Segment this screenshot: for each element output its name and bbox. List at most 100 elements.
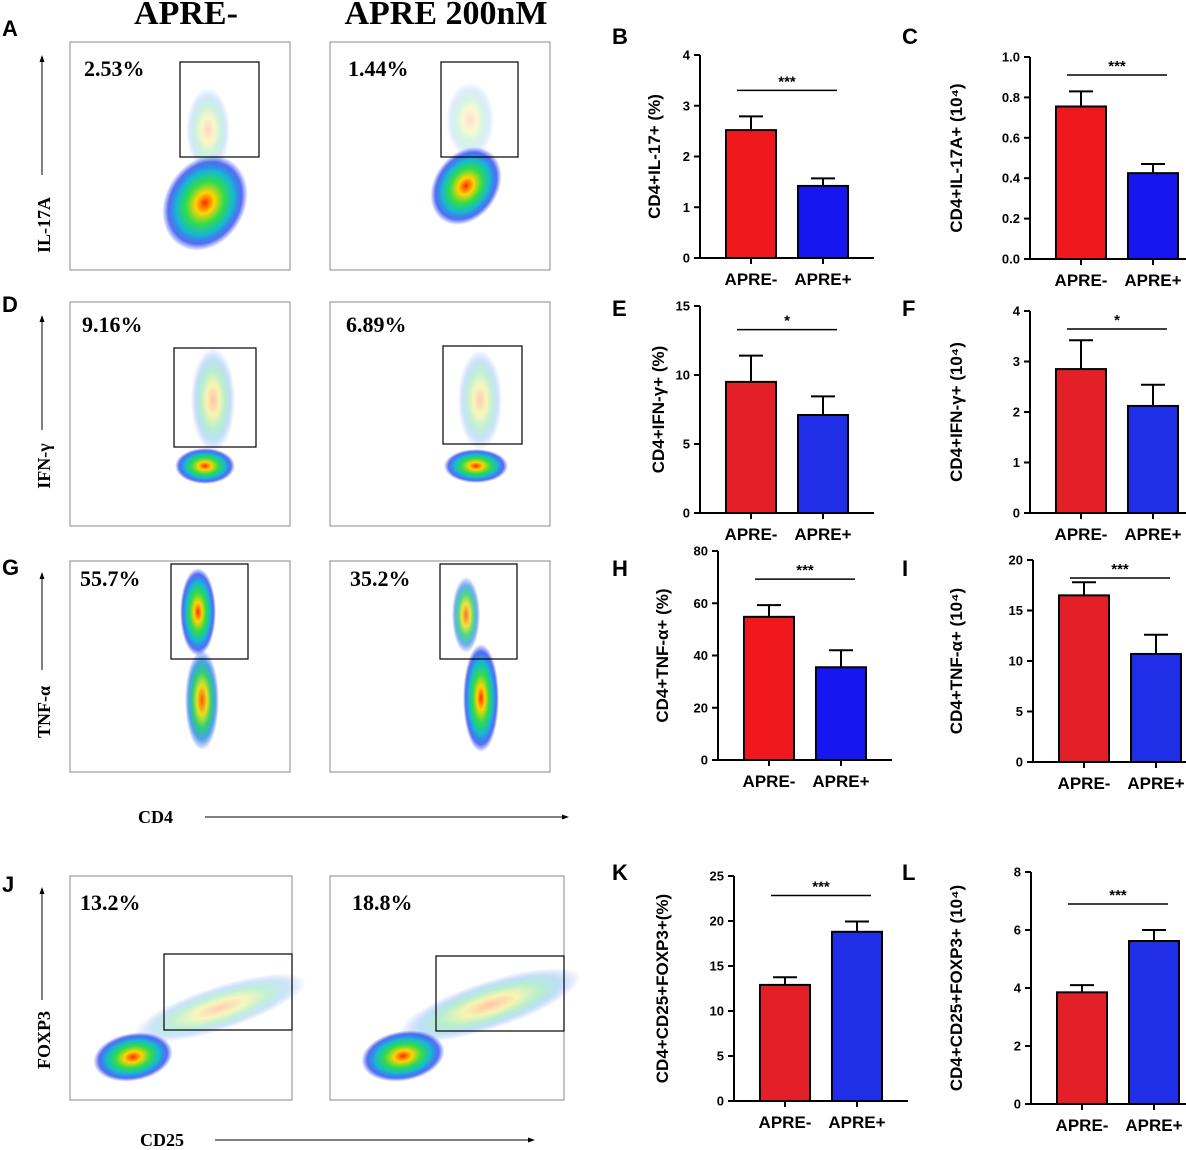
category-label: APRE- bbox=[1055, 271, 1108, 290]
y-tick-label: 0.0 bbox=[1002, 252, 1020, 267]
gate-percent: 35.2% bbox=[350, 566, 411, 591]
y-tick-label: 0 bbox=[701, 753, 708, 768]
column-title-apre-minus: APRE- bbox=[134, 0, 238, 32]
bar-chart-k: K 0 5 10 15 20 25 APRE- APRE+ *** CD4+CD25+FOXP3+(… bbox=[612, 860, 908, 1132]
gate-rectangle bbox=[163, 953, 293, 1031]
y-tick-label: 1.0 bbox=[1002, 50, 1020, 65]
y-tick-label: 15 bbox=[710, 959, 724, 974]
x-axis-cd25: CD25 bbox=[140, 1130, 535, 1150]
y-tick-label: 1 bbox=[683, 200, 690, 215]
x-axis-label-cd4: CD4 bbox=[138, 807, 173, 827]
cell-density-cluster bbox=[162, 155, 248, 251]
bar-apre-plus bbox=[1128, 940, 1180, 1106]
bar-apre-minus bbox=[1055, 368, 1107, 515]
bar-charts: B 0 1 2 3 4 APRE- APRE+ *** CD4+IL-17+ (%) C 0.0 0.2… bbox=[612, 24, 1186, 1135]
bar-apre-minus bbox=[1058, 594, 1110, 763]
category-label: APRE- bbox=[759, 1113, 812, 1132]
bar-apre-minus bbox=[725, 380, 777, 514]
category-label: APRE+ bbox=[1124, 525, 1181, 544]
bar-apre-minus bbox=[725, 129, 777, 259]
cell-density-cluster bbox=[175, 448, 235, 484]
x-axis-cd4: CD4 bbox=[138, 807, 569, 827]
cell-scatter-sparse bbox=[134, 973, 306, 1043]
category-label: APRE- bbox=[1055, 525, 1108, 544]
flow-plot-d-apre-minus: 9.16% bbox=[69, 301, 291, 527]
y-tick-label: 10 bbox=[676, 368, 690, 383]
y-tick-label: 0.8 bbox=[1002, 90, 1020, 105]
bar-chart-h: H 0 20 40 60 80 APRE- APRE+ *** CD4+TNF-α+ (%) bbox=[612, 544, 892, 791]
y-tick-label: 1 bbox=[1013, 455, 1020, 470]
y-tick-label: 80 bbox=[694, 544, 708, 559]
panel-letter-f: F bbox=[902, 296, 915, 321]
panel-letter-h: H bbox=[612, 556, 628, 581]
gate-rectangle bbox=[439, 563, 518, 660]
gate-rectangle bbox=[435, 955, 565, 1032]
bar-apre-minus bbox=[1056, 991, 1108, 1105]
y-axis-foxp3: FOXP3 bbox=[34, 887, 54, 1069]
panel-letter-e: E bbox=[612, 296, 627, 321]
y-tick-label: 0 bbox=[1016, 755, 1023, 770]
y-tick-label: 60 bbox=[694, 596, 708, 611]
category-label: APRE+ bbox=[1125, 1116, 1182, 1135]
cell-density-cluster bbox=[93, 1032, 173, 1082]
gate-rectangle bbox=[170, 563, 249, 660]
y-tick-label: 4 bbox=[1013, 304, 1021, 319]
x-axis-label-cd25: CD25 bbox=[140, 1130, 184, 1150]
y-axis-title: CD4+CD25+FOXP3+ (10⁴) bbox=[947, 885, 966, 1091]
y-tick-label: 0.4 bbox=[1002, 171, 1021, 186]
cell-density-cluster bbox=[444, 449, 508, 483]
cell-scatter-sparse bbox=[186, 88, 230, 172]
column-title-apre-200nm: APRE 200nM bbox=[344, 0, 547, 32]
cell-scatter-sparse bbox=[458, 350, 502, 450]
y-tick-label: 15 bbox=[676, 299, 690, 314]
y-tick-label: 3 bbox=[683, 98, 690, 113]
y-tick-label: 20 bbox=[694, 700, 708, 715]
gate-percent: 9.16% bbox=[82, 312, 143, 337]
panel-letter-l: L bbox=[902, 860, 915, 885]
y-tick-label: 25 bbox=[710, 869, 724, 884]
category-label: APRE- bbox=[1056, 1116, 1109, 1135]
y-tick-label: 5 bbox=[1016, 704, 1023, 719]
y-tick-label: 6 bbox=[1014, 923, 1021, 938]
bar-apre-plus bbox=[815, 666, 867, 761]
flow-plot-a-apre-minus: 2.53% bbox=[69, 41, 291, 271]
flow-plot-g-apre-200nm: 35.2% bbox=[329, 560, 551, 773]
flow-cytometry-plots: 2.53% 1.44% 9.16% 6.89% bbox=[69, 41, 581, 1101]
gate-rectangle bbox=[442, 345, 523, 445]
y-tick-label: 0 bbox=[1013, 506, 1020, 521]
bar-apre-plus bbox=[1127, 172, 1179, 260]
bar-apre-minus bbox=[759, 983, 811, 1103]
y-tick-label: 0 bbox=[683, 506, 690, 521]
bar-chart-f: F 0 1 2 3 4 APRE- APRE+ * CD4+IFN-γ+ (10⁴) bbox=[902, 296, 1186, 544]
y-tick-label: 5 bbox=[717, 1049, 724, 1064]
panel-letter-a: A bbox=[2, 16, 18, 41]
gate-rectangle bbox=[179, 61, 260, 158]
flow-plot-a-apre-200nm: 1.44% bbox=[329, 41, 551, 271]
gate-percent: 13.2% bbox=[80, 890, 141, 915]
y-tick-label: 10 bbox=[710, 1004, 724, 1019]
panel-letter-c: C bbox=[902, 24, 918, 49]
gate-percent: 55.7% bbox=[80, 566, 141, 591]
bar-apre-plus bbox=[1127, 404, 1179, 514]
y-tick-label: 2 bbox=[683, 149, 690, 164]
significance-marker: *** bbox=[778, 73, 796, 90]
bar-apre-minus bbox=[1055, 105, 1107, 260]
y-tick-label: 20 bbox=[1009, 553, 1023, 568]
y-axis-title: CD4+IFN-γ+ (10⁴) bbox=[947, 342, 966, 482]
y-tick-label: 0 bbox=[1014, 1097, 1021, 1112]
y-axis-title: CD4+IL-17+ (%) bbox=[645, 94, 664, 219]
bar-apre-plus bbox=[1130, 652, 1182, 763]
y-axis-ifng: IFN-γ bbox=[34, 315, 54, 489]
flow-plot-j-apre-200nm: 18.8% bbox=[329, 875, 581, 1101]
panel-letter-j: J bbox=[2, 872, 14, 897]
gate-percent: 2.53% bbox=[84, 56, 145, 81]
bar-chart-b: B 0 1 2 3 4 APRE- APRE+ *** CD4+IL-17+ (%) bbox=[612, 24, 874, 289]
category-label: APRE+ bbox=[1127, 774, 1184, 793]
category-label: APRE+ bbox=[828, 1113, 885, 1132]
y-axis-label-tnfa: TNF-α bbox=[34, 686, 54, 738]
gate-rectangle bbox=[440, 61, 519, 158]
significance-marker: *** bbox=[1109, 887, 1127, 904]
gate-percent: 18.8% bbox=[352, 890, 413, 915]
y-axis-tnfa: TNF-α bbox=[34, 572, 54, 738]
